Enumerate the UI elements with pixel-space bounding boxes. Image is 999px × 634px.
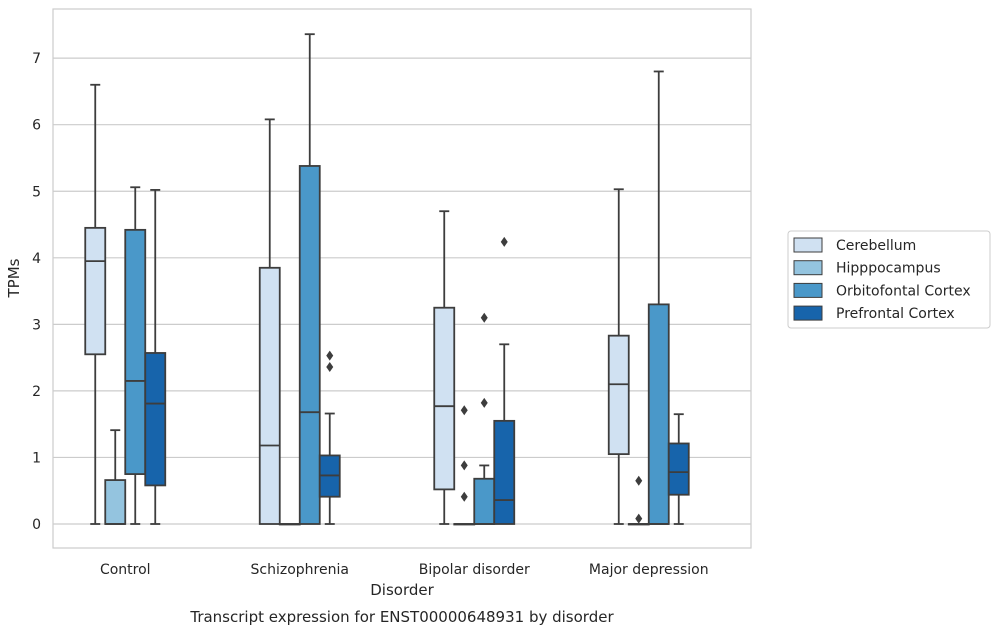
x-tick-label: Major depression	[589, 562, 709, 578]
y-tick-label: 1	[32, 450, 41, 466]
outlier-point	[480, 397, 488, 408]
y-axis-ticks: 0 1 2 3 4 5 6 7	[32, 51, 41, 533]
outlier-point	[460, 405, 468, 416]
box-prefrontal-cortex	[667, 413, 690, 525]
y-tick-label: 0	[32, 517, 41, 533]
x-tick-label: Control	[100, 562, 151, 578]
box-orbitofontal-cortex	[124, 186, 147, 525]
outlier-point	[326, 350, 334, 361]
box-orbitofontal-cortex	[298, 33, 321, 525]
box-iqr	[473, 477, 496, 525]
box-plot-series	[84, 33, 690, 526]
box-cerebellum	[607, 188, 630, 525]
outlier-point	[460, 460, 468, 471]
box-orbitofontal-cortex	[473, 312, 496, 525]
box-iqr	[493, 419, 516, 525]
chart-title: Transcript expression for ENST0000064893…	[189, 608, 614, 626]
outlier-point	[635, 513, 643, 524]
x-tick-label: Bipolar disorder	[419, 562, 530, 578]
legend-swatch	[793, 260, 823, 276]
box-iqr	[144, 352, 167, 487]
legend-label: Cerebellum	[836, 238, 916, 254]
box-iqr	[104, 479, 127, 525]
box-cerebellum	[84, 83, 107, 525]
legend-swatch	[793, 282, 823, 298]
plot-frame	[52, 8, 752, 549]
box-iqr	[647, 303, 670, 525]
y-axis-label: TPMs	[5, 258, 23, 298]
box-iqr	[258, 266, 281, 525]
legend-swatch	[793, 237, 823, 253]
outlier-point	[500, 236, 508, 247]
box-cerebellum	[258, 118, 281, 525]
y-tick-label: 5	[32, 184, 41, 200]
legend-label: Orbitofontal Cortex	[836, 283, 971, 299]
legend-swatch	[793, 305, 823, 321]
legend-label: Prefrontal Cortex	[836, 306, 955, 322]
box-hipppocampus	[278, 523, 301, 526]
box-hipppocampus	[453, 405, 476, 526]
box-iqr	[84, 226, 107, 356]
gridlines	[53, 57, 751, 525]
x-axis-ticks: Control Schizophrenia Bipolar disorder Majo…	[100, 562, 709, 578]
outlier-point	[480, 312, 488, 323]
y-tick-label: 7	[32, 51, 41, 67]
box-orbitofontal-cortex	[647, 70, 670, 525]
box-prefrontal-cortex	[318, 350, 341, 525]
box-iqr	[607, 334, 630, 456]
outlier-point	[460, 491, 468, 502]
y-tick-label: 3	[32, 317, 41, 333]
box-iqr	[433, 306, 456, 491]
y-tick-label: 2	[32, 384, 41, 400]
x-axis-label: Disorder	[370, 581, 434, 599]
box-iqr	[124, 228, 147, 475]
box-iqr	[667, 442, 690, 496]
x-tick-label: Schizophrenia	[251, 562, 349, 578]
y-tick-label: 4	[32, 251, 41, 267]
y-tick-label: 6	[32, 118, 41, 134]
box-hipppocampus	[627, 475, 650, 526]
legend-frame	[787, 230, 991, 329]
box-iqr	[298, 165, 321, 525]
box-prefrontal-cortex	[493, 236, 516, 525]
legend: Cerebellum Hipppocampus Orbitofontal Corte…	[787, 230, 991, 329]
outlier-point	[326, 361, 334, 372]
legend-label: Hipppocampus	[836, 261, 941, 277]
box-prefrontal-cortex	[144, 189, 167, 525]
outlier-point	[635, 475, 643, 486]
box-hipppocampus	[104, 429, 127, 525]
box-cerebellum	[433, 210, 456, 525]
